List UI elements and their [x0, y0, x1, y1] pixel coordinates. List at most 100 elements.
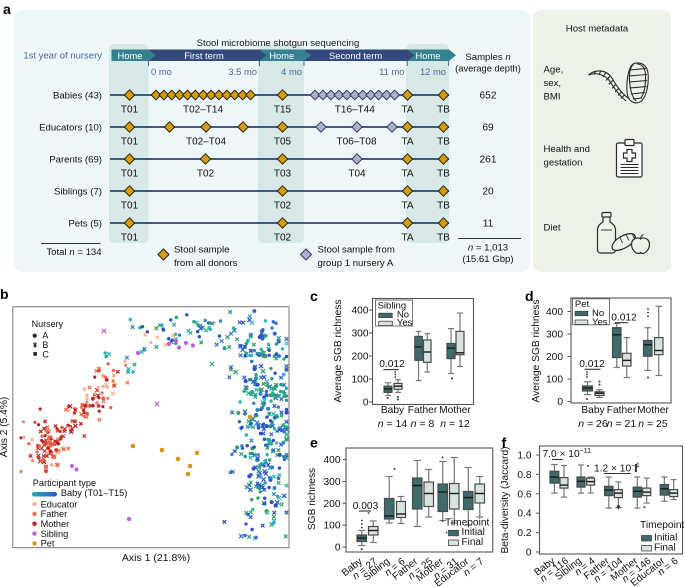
svg-text:200: 200 — [324, 499, 341, 510]
svg-text:0.012: 0.012 — [379, 359, 405, 370]
svg-text:sex,: sex, — [544, 78, 562, 89]
svg-text:C: C — [42, 350, 49, 360]
svg-text:400: 400 — [546, 307, 563, 318]
svg-text:n = 21: n = 21 — [607, 418, 637, 430]
svg-text:Educator: Educator — [41, 499, 78, 509]
svg-text:T01: T01 — [121, 233, 139, 244]
svg-text:Age,: Age, — [544, 65, 564, 76]
svg-text:TB: TB — [437, 201, 450, 212]
svg-text:0: 0 — [557, 397, 563, 408]
svg-text:Home: Home — [117, 50, 142, 61]
svg-text:c: c — [310, 288, 318, 304]
svg-text:12 mo: 12 mo — [420, 66, 446, 77]
svg-text:20: 20 — [482, 187, 494, 198]
svg-text:Host metadata: Host metadata — [566, 24, 629, 35]
svg-text:Stool microbiome shotgun seque: Stool microbiome shotgun sequencing — [197, 38, 360, 49]
svg-text:Timepoint: Timepoint — [640, 520, 685, 531]
svg-text:TA: TA — [401, 105, 413, 116]
svg-text:11 mo: 11 mo — [379, 66, 404, 77]
svg-text:0: 0 — [363, 398, 369, 409]
svg-text:Sibling: Sibling — [41, 529, 69, 539]
svg-text:Average SGB richness: Average SGB richness — [333, 300, 344, 403]
svg-text:0 mo: 0 mo — [151, 66, 172, 77]
svg-text:T02: T02 — [197, 169, 215, 180]
svg-text:Yes: Yes — [397, 318, 413, 329]
svg-text:0.012: 0.012 — [611, 312, 637, 323]
svg-text:400: 400 — [352, 306, 369, 317]
svg-text:0: 0 — [526, 548, 532, 559]
svg-text:No: No — [397, 310, 409, 321]
svg-text:Second term: Second term — [329, 50, 382, 61]
svg-text:Father: Father — [607, 405, 637, 416]
svg-text:Baby (T01–T15): Baby (T01–T15) — [61, 488, 127, 498]
svg-text:Pet: Pet — [575, 299, 590, 310]
svg-text:T16–T44: T16–T44 — [335, 105, 375, 116]
svg-text:0: 0 — [335, 543, 341, 554]
svg-text:1st year of nursery: 1st year of nursery — [23, 51, 102, 62]
svg-text:Father: Father — [41, 509, 68, 519]
svg-text:No: No — [592, 308, 604, 319]
svg-text:Pets (5): Pets (5) — [68, 219, 102, 230]
svg-text:n = 1,013: n = 1,013 — [468, 243, 508, 254]
svg-text:652: 652 — [480, 91, 497, 102]
svg-text:Initial: Initial — [462, 527, 485, 538]
svg-text:0.003: 0.003 — [353, 501, 379, 512]
svg-text:Educators (10): Educators (10) — [39, 123, 102, 134]
svg-text:Health and: Health and — [544, 144, 590, 155]
svg-text:Samples n: Samples n — [465, 52, 510, 63]
svg-text:Average SGB richness: Average SGB richness — [531, 300, 542, 403]
svg-text:200: 200 — [546, 352, 563, 363]
svg-text:Home: Home — [415, 50, 440, 61]
svg-text:TA: TA — [401, 233, 413, 244]
svg-text:n = 12: n = 12 — [440, 418, 470, 430]
svg-text:T02: T02 — [274, 201, 292, 212]
svg-text:T01: T01 — [121, 169, 139, 180]
svg-text:group 1 nursery A: group 1 nursery A — [318, 258, 394, 269]
svg-text:Stool sample: Stool sample — [174, 245, 229, 256]
svg-text:from all donors: from all donors — [174, 258, 238, 269]
svg-text:Participant type: Participant type — [33, 478, 96, 488]
svg-text:200: 200 — [352, 352, 369, 363]
svg-text:Final: Final — [654, 543, 676, 554]
svg-text:SGB richness: SGB richness — [307, 468, 318, 530]
svg-text:f: f — [502, 435, 507, 451]
svg-text:n = 14: n = 14 — [378, 418, 408, 430]
svg-text:1.0: 1.0 — [517, 451, 531, 462]
svg-text:Parents (69): Parents (69) — [49, 155, 102, 166]
svg-text:T06–T08: T06–T08 — [336, 137, 376, 148]
svg-text:Nursery: Nursery — [32, 319, 64, 329]
svg-text:T02: T02 — [274, 233, 292, 244]
svg-text:Baby: Baby — [581, 405, 605, 416]
svg-text:n = 25: n = 25 — [638, 418, 668, 430]
svg-text:T15: T15 — [274, 105, 292, 116]
svg-text:Axis 1 (21.8%): Axis 1 (21.8%) — [122, 552, 190, 564]
svg-text:TA: TA — [401, 169, 413, 180]
svg-text:Yes: Yes — [592, 317, 608, 328]
svg-text:0.8: 0.8 — [517, 470, 531, 481]
svg-text:e: e — [310, 435, 318, 451]
svg-text:Father: Father — [408, 405, 438, 416]
svg-text:BMI: BMI — [544, 92, 561, 103]
svg-text:Mother: Mother — [439, 405, 471, 416]
svg-text:B: B — [42, 340, 48, 350]
svg-text:(average depth): (average depth) — [455, 64, 521, 74]
svg-text:A: A — [42, 331, 48, 341]
svg-text:11: 11 — [483, 219, 494, 230]
svg-text:Sibling: Sibling — [378, 300, 407, 311]
svg-text:300: 300 — [352, 329, 369, 340]
svg-text:100: 100 — [324, 521, 341, 532]
svg-text:n = 26: n = 26 — [578, 418, 608, 430]
svg-text:0.2: 0.2 — [517, 528, 531, 539]
svg-text:n = 8: n = 8 — [411, 418, 435, 430]
svg-text:gestation: gestation — [544, 158, 583, 169]
svg-text:TA: TA — [401, 137, 413, 148]
svg-text:3.5 mo: 3.5 mo — [228, 66, 257, 77]
svg-text:T01: T01 — [121, 201, 139, 212]
svg-text:Mother: Mother — [637, 405, 669, 416]
svg-text:TB: TB — [437, 105, 450, 116]
svg-text:100: 100 — [546, 375, 563, 386]
svg-text:Timepoint: Timepoint — [445, 518, 490, 529]
svg-text:b: b — [0, 286, 9, 302]
svg-text:Babies (43): Babies (43) — [53, 91, 102, 102]
svg-text:300: 300 — [324, 477, 341, 488]
